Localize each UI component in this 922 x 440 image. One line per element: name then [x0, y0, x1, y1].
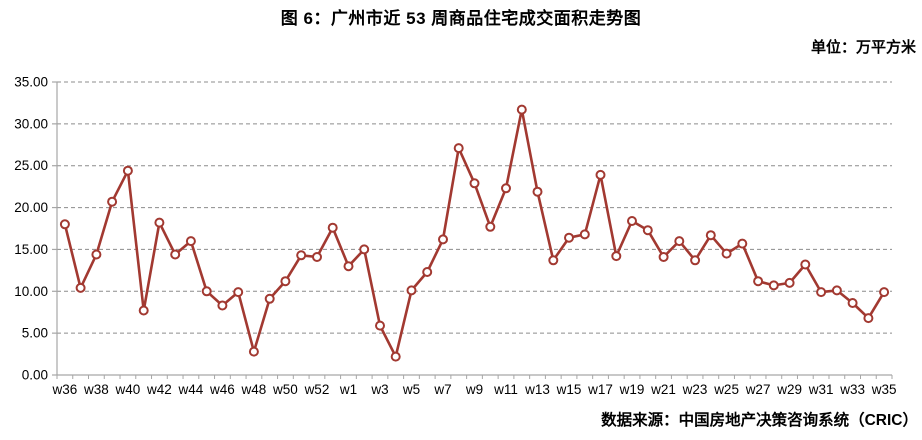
data-point-marker	[390, 351, 401, 362]
data-point-marker	[185, 236, 196, 247]
data-point-marker	[122, 165, 133, 176]
x-tick-label: w21	[650, 382, 676, 397]
data-point-marker	[579, 229, 590, 240]
data-point-marker	[768, 280, 779, 291]
data-point-marker	[264, 293, 275, 304]
data-point-marker	[312, 252, 322, 262]
x-tick-label: w31	[808, 382, 834, 397]
data-point-marker	[501, 183, 511, 194]
source-label: 数据来源：中国房地产决策咨询系统（CRIC）	[601, 412, 918, 429]
y-tick-label: 15.00	[14, 242, 48, 257]
data-point-marker	[847, 298, 858, 308]
x-tick-label: w44	[178, 382, 204, 397]
x-tick-label: w50	[272, 382, 298, 397]
data-point-marker	[296, 250, 307, 261]
x-tick-label: w7	[433, 382, 451, 397]
data-point-marker	[59, 219, 70, 230]
data-point-marker	[327, 222, 338, 233]
data-point-marker	[674, 236, 685, 247]
data-point-marker	[233, 287, 244, 298]
x-tick-label: w33	[839, 382, 865, 397]
y-tick-label: 25.00	[14, 158, 48, 173]
series-line	[63, 108, 886, 358]
data-point-marker	[800, 259, 811, 270]
data-point-marker	[469, 178, 480, 189]
x-tick-label: w17	[587, 382, 613, 397]
y-tick-label: 5.00	[22, 326, 48, 341]
data-point-marker	[154, 217, 165, 228]
x-tick-label: w36	[51, 382, 77, 397]
data-point-marker	[642, 225, 653, 236]
data-point-marker	[879, 287, 890, 298]
data-point-marker	[438, 234, 448, 245]
data-point-marker	[784, 277, 795, 288]
x-tick-label: w29	[776, 382, 802, 397]
unit-label: 单位：万平方米	[810, 39, 916, 56]
data-point-marker	[107, 196, 118, 207]
data-point-marker	[863, 313, 874, 324]
x-tick-label: w19	[619, 382, 645, 397]
x-tick-label: w40	[115, 382, 141, 397]
data-point-marker	[75, 282, 86, 293]
y-tick-label: 10.00	[14, 284, 48, 299]
line-chart: 0.00 5.00 10.00 15.00 20.00 25.00 30.00 35.00 w3…	[14, 75, 897, 398]
x-tick-label: w52	[304, 382, 330, 397]
x-tick-label: w1	[339, 382, 357, 397]
x-tick-label: w27	[745, 382, 771, 397]
data-point-marker	[548, 255, 559, 266]
data-point-marker	[705, 230, 716, 241]
data-point-marker	[248, 346, 259, 357]
data-point-marker	[690, 255, 701, 266]
y-tick-label: 35.00	[14, 75, 48, 90]
data-point-marker	[532, 186, 543, 197]
data-point-marker	[91, 249, 102, 260]
x-tick-label: w13	[524, 382, 550, 397]
data-point-marker	[453, 143, 464, 154]
data-point-marker	[201, 286, 212, 297]
data-point-marker	[564, 232, 574, 243]
x-tick-label: w25	[713, 382, 739, 397]
x-tick-label: w15	[556, 382, 582, 397]
data-point-marker	[595, 169, 606, 180]
data-point-marker	[280, 276, 291, 287]
data-point-marker	[516, 104, 527, 115]
data-point-marker	[375, 320, 385, 331]
data-point-marker	[359, 244, 370, 255]
x-tick-label: w5	[402, 382, 420, 397]
x-tick-label: w46	[209, 382, 235, 397]
data-point-marker	[831, 285, 842, 296]
data-point-marker	[627, 216, 637, 226]
data-point-marker	[170, 249, 181, 260]
data-point-marker	[721, 248, 732, 259]
x-tick-label: w48	[241, 382, 267, 397]
data-point-marker	[611, 251, 622, 262]
y-tick-label: 20.00	[14, 200, 48, 215]
data-point-marker	[138, 305, 149, 316]
x-tick-label: w38	[83, 382, 109, 397]
data-point-marker	[406, 285, 417, 296]
data-point-marker	[217, 300, 228, 311]
data-point-marker	[737, 238, 748, 249]
chart-title: 图 6：广州市近 53 周商品住宅成交面积走势图	[280, 9, 642, 28]
x-tick-label: w23	[682, 382, 708, 397]
x-tick-label: w35	[871, 382, 897, 397]
y-tick-label: 30.00	[14, 116, 48, 131]
data-point-marker	[485, 221, 496, 232]
data-point-marker	[422, 267, 433, 277]
data-point-marker	[343, 261, 354, 272]
x-tick-label: w11	[493, 382, 518, 397]
x-tick-label: w9	[465, 382, 483, 397]
data-point-marker	[816, 287, 827, 298]
x-tick-label: w3	[370, 382, 388, 397]
data-point-marker	[658, 252, 669, 262]
data-point-marker	[753, 276, 764, 287]
x-tick-label: w42	[146, 382, 172, 397]
y-tick-label: 0.00	[22, 368, 48, 383]
